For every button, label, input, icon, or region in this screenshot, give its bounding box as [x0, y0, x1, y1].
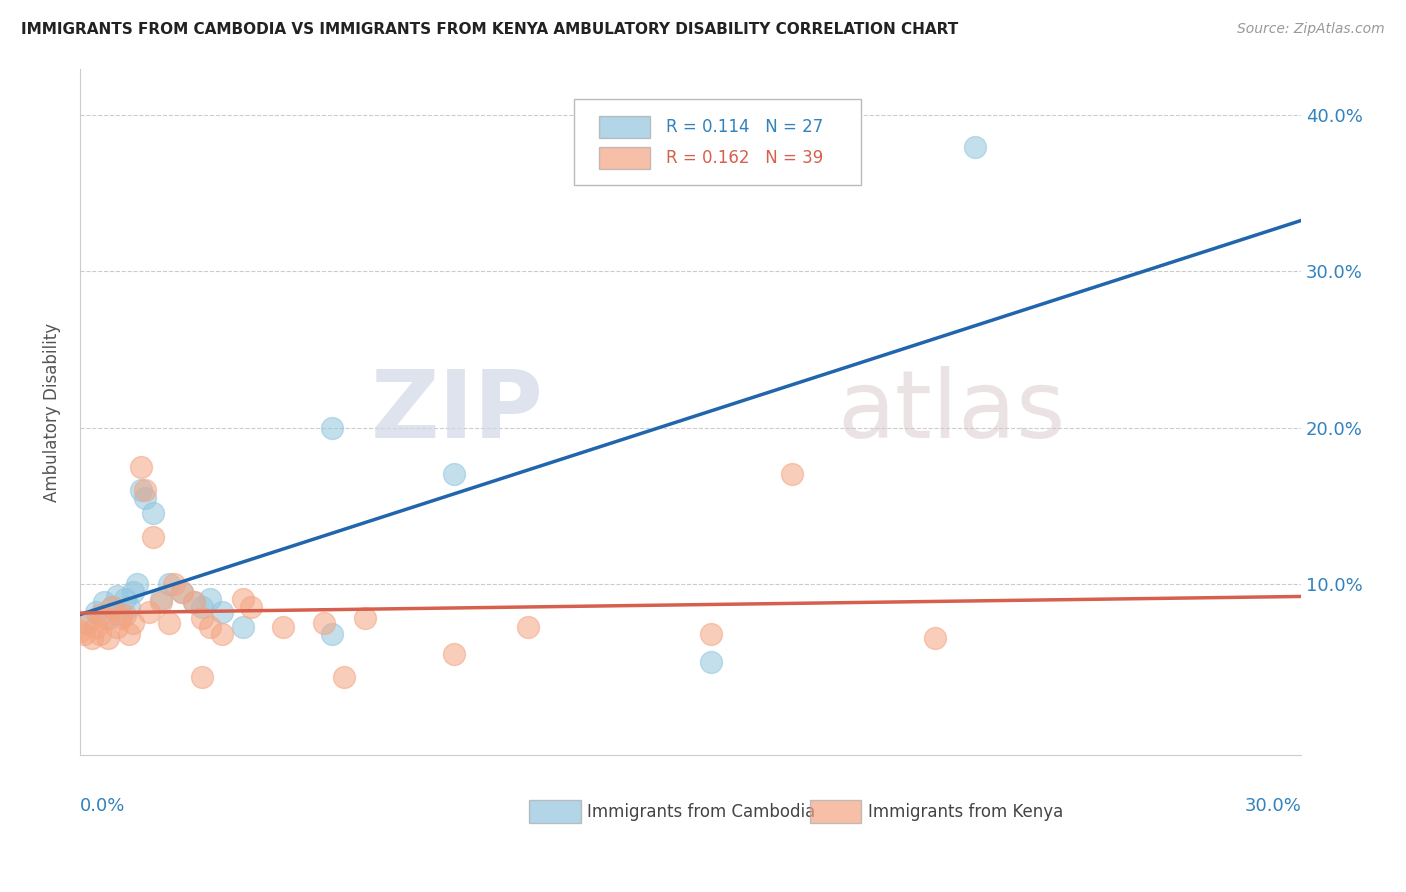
Point	[191, 670, 214, 684]
Point	[321, 420, 343, 434]
Point	[84, 620, 107, 634]
Point	[211, 626, 233, 640]
Point	[77, 615, 100, 630]
FancyBboxPatch shape	[575, 99, 862, 186]
Point	[101, 600, 124, 615]
Point	[125, 576, 148, 591]
Text: R = 0.114   N = 27: R = 0.114 N = 27	[666, 118, 824, 136]
Point	[150, 595, 173, 609]
Point	[89, 607, 111, 622]
Text: Source: ZipAtlas.com: Source: ZipAtlas.com	[1237, 22, 1385, 37]
Point	[159, 615, 181, 630]
Text: R = 0.162   N = 39: R = 0.162 N = 39	[666, 149, 824, 167]
Point	[73, 626, 96, 640]
Point	[105, 589, 128, 603]
Point	[232, 592, 254, 607]
Y-axis label: Ambulatory Disability: Ambulatory Disability	[44, 322, 60, 501]
Point	[129, 483, 152, 497]
Point	[273, 620, 295, 634]
Point	[110, 611, 132, 625]
Point	[780, 467, 803, 482]
Point	[97, 632, 120, 646]
Point	[198, 592, 221, 607]
Point	[134, 483, 156, 497]
Point	[170, 584, 193, 599]
Point	[353, 611, 375, 625]
Point	[138, 605, 160, 619]
Point	[700, 655, 723, 669]
Point	[191, 600, 214, 615]
Text: ZIP: ZIP	[371, 366, 544, 458]
Point	[170, 584, 193, 599]
Point	[965, 139, 987, 153]
Point	[97, 611, 120, 625]
Point	[333, 670, 356, 684]
FancyBboxPatch shape	[810, 800, 862, 823]
Point	[162, 576, 184, 591]
Point	[700, 626, 723, 640]
Point	[211, 605, 233, 619]
Point	[118, 626, 141, 640]
Point	[84, 605, 107, 619]
Text: Immigrants from Kenya: Immigrants from Kenya	[868, 803, 1063, 821]
Point	[443, 647, 465, 661]
Point	[183, 595, 205, 609]
FancyBboxPatch shape	[529, 800, 581, 823]
Point	[69, 624, 91, 638]
Point	[129, 459, 152, 474]
Point	[321, 626, 343, 640]
Point	[134, 491, 156, 505]
Point	[232, 620, 254, 634]
Point	[183, 595, 205, 609]
Text: 0.0%: 0.0%	[80, 797, 125, 815]
Point	[239, 600, 262, 615]
Point	[443, 467, 465, 482]
Point	[150, 592, 173, 607]
Point	[198, 620, 221, 634]
Point	[159, 576, 181, 591]
Point	[118, 600, 141, 615]
Point	[516, 620, 538, 634]
Point	[191, 611, 214, 625]
Point	[121, 584, 143, 599]
Point	[114, 607, 136, 622]
Point	[314, 615, 336, 630]
Point	[142, 530, 165, 544]
Point	[93, 595, 115, 609]
Point	[101, 600, 124, 615]
Text: atlas: atlas	[837, 366, 1066, 458]
Point	[924, 632, 946, 646]
Text: IMMIGRANTS FROM CAMBODIA VS IMMIGRANTS FROM KENYA AMBULATORY DISABILITY CORRELAT: IMMIGRANTS FROM CAMBODIA VS IMMIGRANTS F…	[21, 22, 959, 37]
Point	[110, 607, 132, 622]
Point	[80, 632, 103, 646]
Point	[142, 507, 165, 521]
Text: 30.0%: 30.0%	[1244, 797, 1301, 815]
FancyBboxPatch shape	[599, 116, 650, 138]
Point	[73, 615, 96, 630]
Point	[105, 620, 128, 634]
Point	[93, 611, 115, 625]
Text: Immigrants from Cambodia: Immigrants from Cambodia	[586, 803, 815, 821]
FancyBboxPatch shape	[599, 147, 650, 169]
Point	[89, 626, 111, 640]
Point	[114, 592, 136, 607]
Point	[121, 615, 143, 630]
